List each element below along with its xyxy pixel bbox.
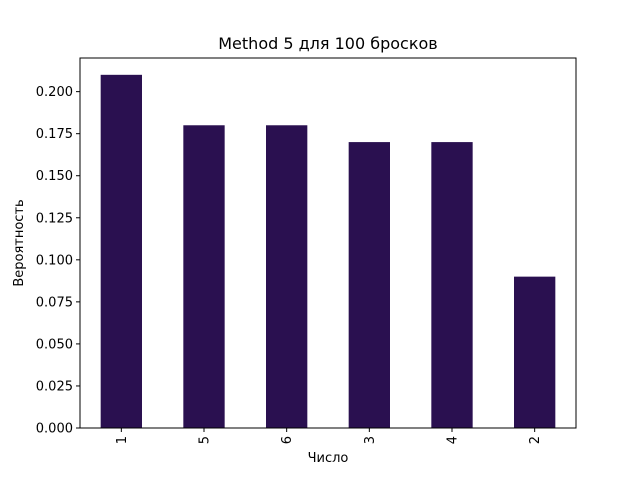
y-tick-label: 0.200 <box>36 85 73 100</box>
y-tick-label: 0.000 <box>36 422 73 437</box>
bar-6 <box>266 125 308 429</box>
y-tick-label: 0.175 <box>36 127 73 142</box>
x-tick-label: 6 <box>280 436 295 444</box>
bar-2 <box>514 276 556 428</box>
bar-5 <box>183 125 225 429</box>
y-axis-label: Вероятность <box>12 199 27 286</box>
y-tick-label: 0.050 <box>36 337 73 352</box>
bar-1 <box>100 74 142 428</box>
y-tick-label: 0.075 <box>36 295 73 310</box>
y-tick-label: 0.100 <box>36 253 73 268</box>
bar-3 <box>348 142 390 428</box>
y-tick-label: 0.125 <box>36 211 73 226</box>
bars-group <box>100 74 556 429</box>
bar-4 <box>431 142 473 428</box>
x-tick-label: 3 <box>363 436 378 444</box>
y-tick-label: 0.150 <box>36 169 73 184</box>
x-tick-label: 4 <box>446 436 461 444</box>
x-axis: 1 5 6 3 4 2 <box>115 428 543 444</box>
x-tick-label: 1 <box>115 436 130 444</box>
x-axis-label: Число <box>308 451 349 466</box>
x-tick-label: 2 <box>528 436 543 444</box>
x-tick-label: 5 <box>198 436 213 444</box>
plot-frame <box>79 57 577 429</box>
chart-title: Method 5 для 100 бросков <box>218 34 437 53</box>
y-axis: 0.000 0.025 0.050 0.075 0.100 0.125 0.150 0.175… <box>36 85 80 437</box>
y-tick-label: 0.025 <box>36 379 73 394</box>
